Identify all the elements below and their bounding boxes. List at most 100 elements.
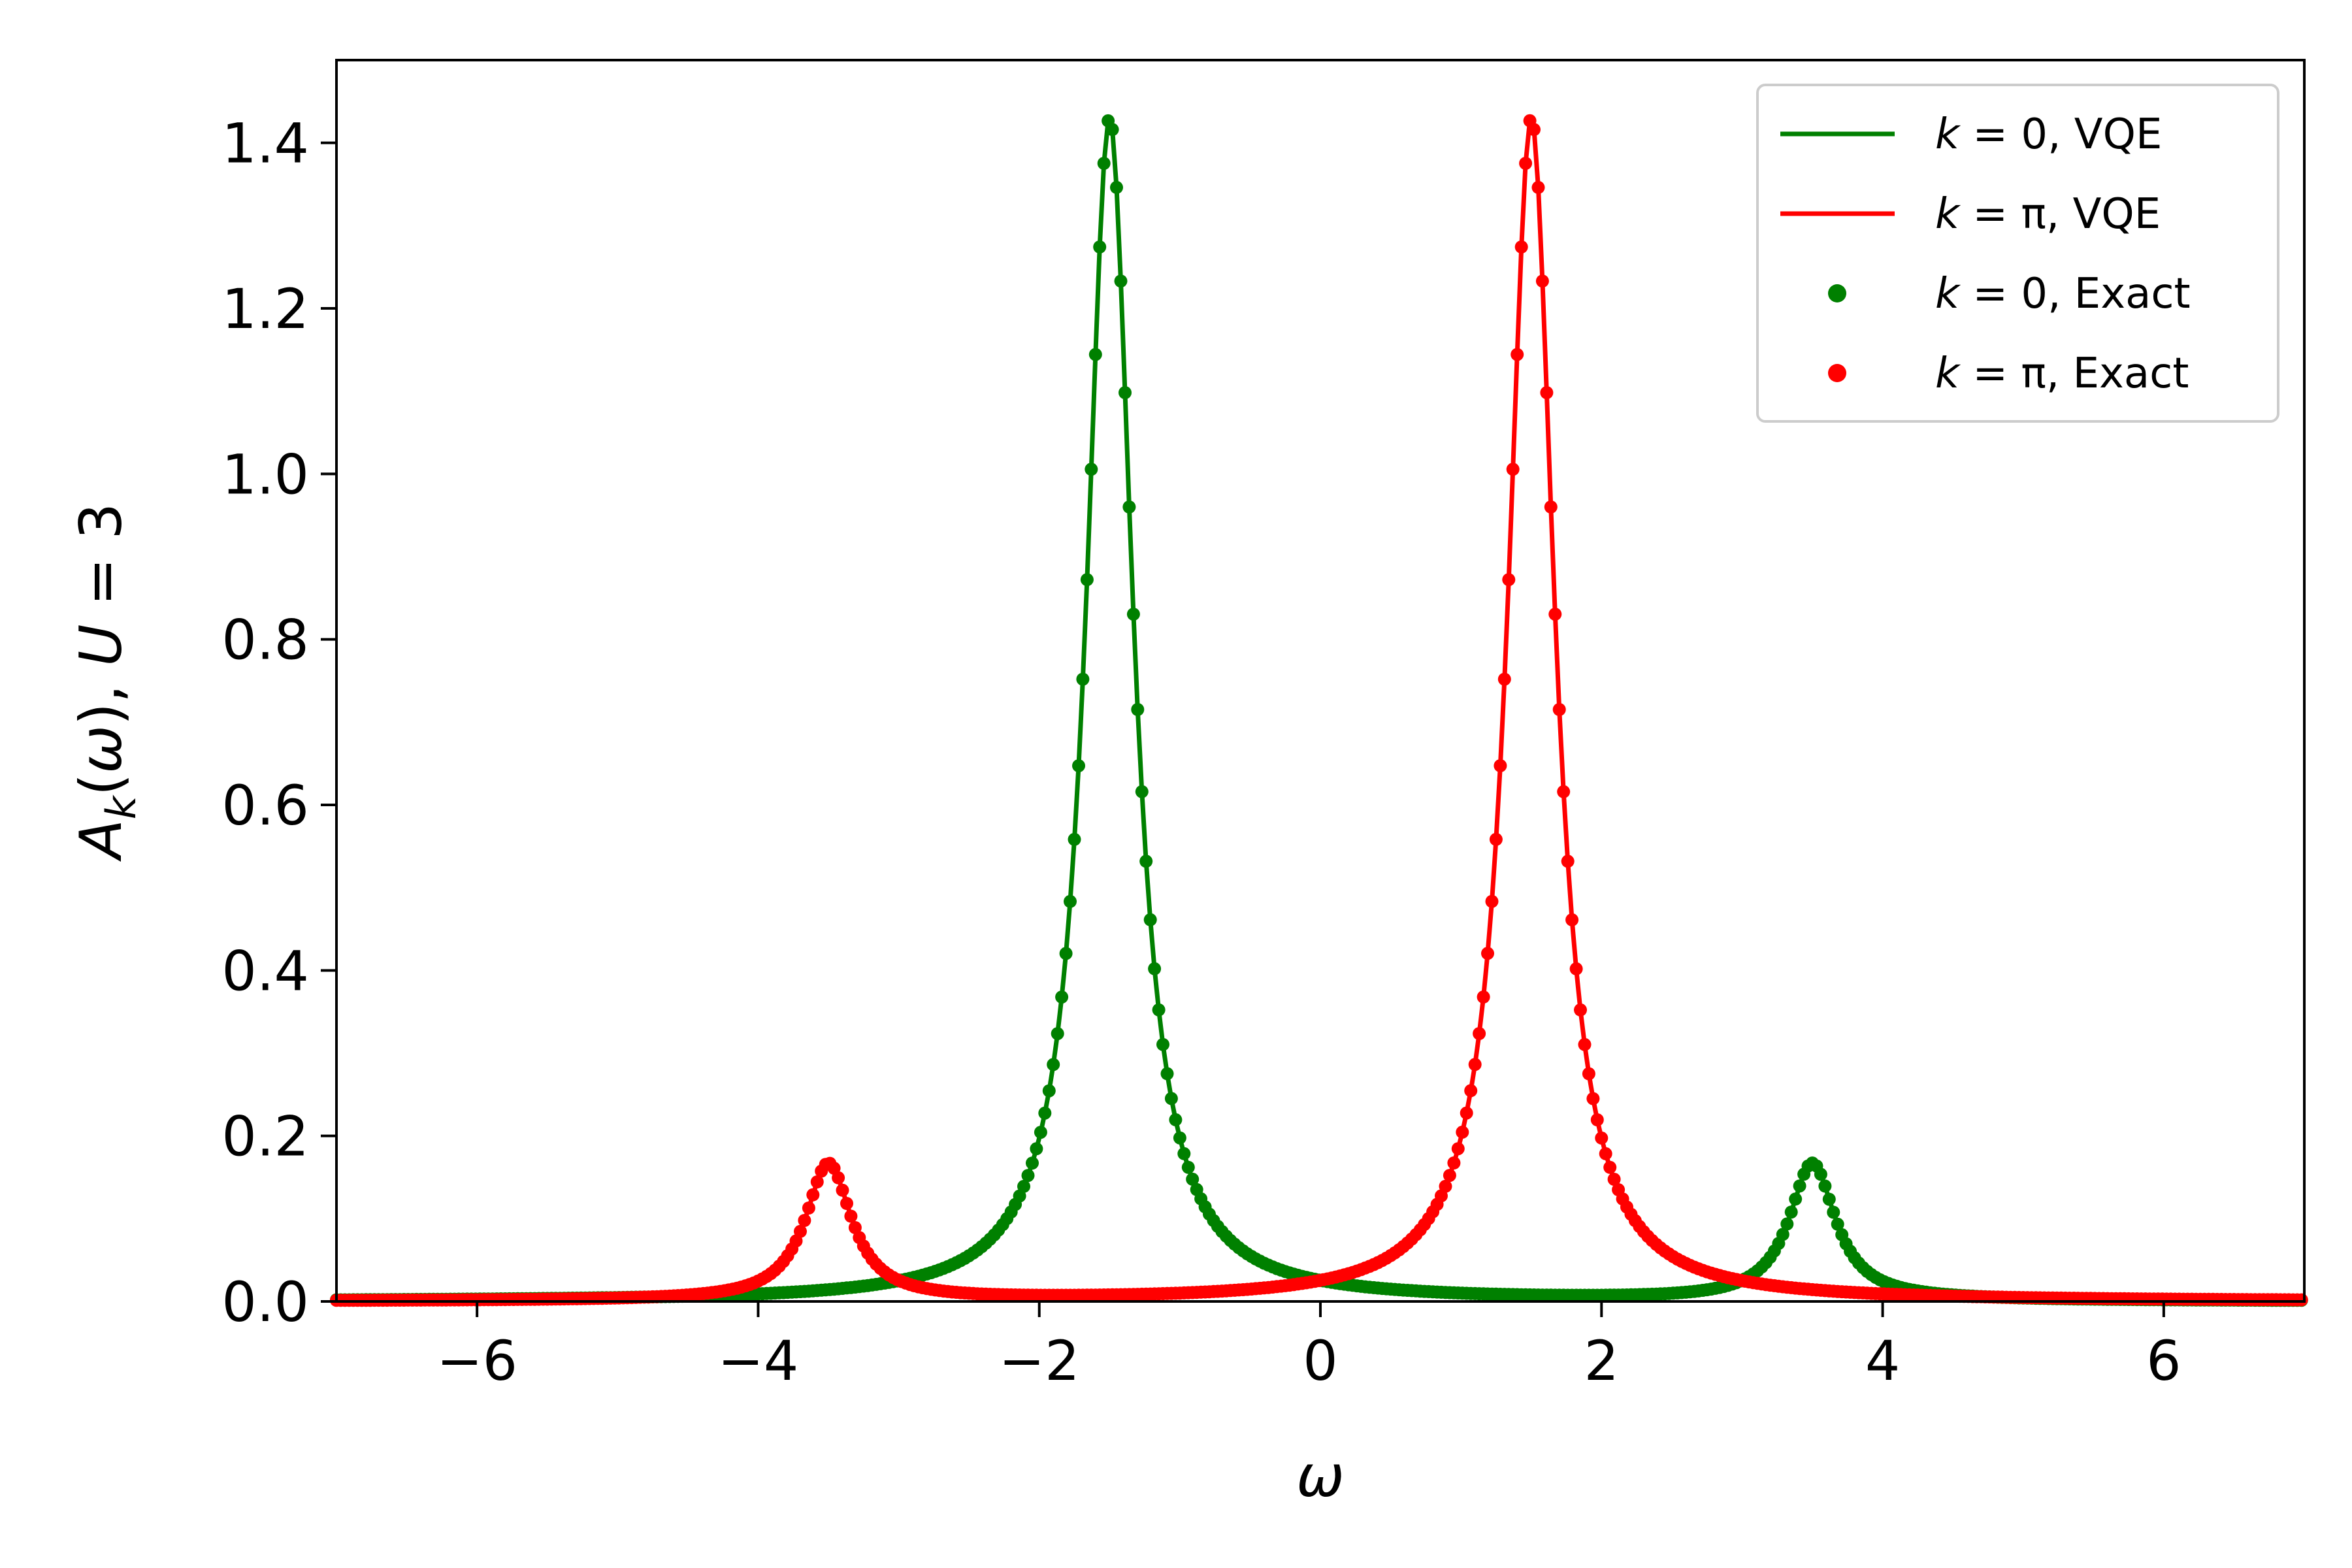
- y-tick-label: 0.6: [221, 774, 309, 838]
- x-tick-label: −4: [718, 1329, 799, 1393]
- data-point: [1030, 1142, 1043, 1156]
- data-point: [1152, 1003, 1166, 1017]
- data-point: [1088, 348, 1102, 361]
- data-point: [1814, 1168, 1827, 1181]
- data-point: [1097, 157, 1111, 170]
- y-tick-label: 0.8: [221, 608, 309, 672]
- y-axis-title-a: A: [67, 819, 135, 862]
- data-point: [1439, 1179, 1452, 1193]
- data-point: [794, 1224, 807, 1238]
- data-point: [1139, 855, 1153, 868]
- legend-marker-swatch: [1828, 284, 1846, 302]
- y-tick-label: 1.2: [221, 277, 309, 341]
- data-point: [1443, 1169, 1456, 1183]
- data-point: [1497, 672, 1511, 686]
- y-tick-label: 1.4: [221, 112, 309, 176]
- data-point: [1460, 1106, 1473, 1120]
- x-tick-label: −2: [999, 1329, 1080, 1393]
- data-point: [1034, 1126, 1047, 1139]
- x-tick-label: 2: [1584, 1329, 1619, 1393]
- data-point: [1494, 759, 1507, 772]
- data-point: [848, 1221, 862, 1234]
- y-axis-title-close: ),: [67, 666, 135, 725]
- legend-box: [1756, 84, 2279, 423]
- data-point: [1569, 962, 1583, 975]
- data-point: [1489, 832, 1503, 846]
- data-point: [1072, 759, 1085, 773]
- data-point: [1776, 1228, 1789, 1241]
- legend-entries: k = 0, VQE k = π, VQE k = 0, Exact k = π, E…: [1780, 110, 2191, 398]
- data-point: [1085, 463, 1098, 476]
- data-point: [1831, 1217, 1844, 1231]
- data-point: [1464, 1084, 1478, 1098]
- legend-label: k = 0, Exact: [1935, 270, 2191, 318]
- data-point: [1607, 1173, 1621, 1186]
- data-point: [1186, 1172, 1200, 1186]
- data-point: [1177, 1147, 1191, 1160]
- x-tick-label: −6: [436, 1329, 517, 1393]
- y-axis-title-omega: ω: [67, 725, 135, 774]
- data-point: [1093, 240, 1107, 253]
- data-point: [1148, 962, 1162, 975]
- legend-label: k = π, VQE: [1935, 190, 2161, 238]
- data-point: [1557, 785, 1571, 798]
- data-point: [1519, 157, 1533, 170]
- y-tick-label: 1.0: [221, 442, 309, 506]
- data-point: [1038, 1106, 1052, 1120]
- data-point: [1076, 672, 1090, 686]
- data-point: [802, 1201, 815, 1215]
- data-point: [1173, 1131, 1186, 1145]
- x-tick-label: 0: [1303, 1329, 1337, 1393]
- data-point: [1789, 1192, 1803, 1206]
- data-point: [1059, 947, 1073, 960]
- x-tick-label: 4: [1865, 1329, 1900, 1393]
- data-point: [840, 1197, 853, 1210]
- data-point: [1527, 123, 1541, 137]
- data-point: [832, 1171, 845, 1184]
- y-axis-title: Ak(ω), U = 3: [67, 503, 145, 862]
- legend-entry-3: k = π, Exact: [1828, 350, 2189, 398]
- data-point: [810, 1175, 824, 1188]
- data-point: [1447, 1156, 1461, 1169]
- data-point: [1514, 240, 1528, 253]
- data-point: [1485, 894, 1499, 908]
- data-point: [2295, 1293, 2308, 1307]
- x-axis-title: ω: [1296, 1443, 1345, 1510]
- data-point: [1456, 1125, 1469, 1139]
- y-tick-label: 0.4: [221, 939, 309, 1003]
- data-point: [1565, 913, 1579, 926]
- y-axis-title-u: U: [67, 624, 135, 666]
- data-point: [1468, 1058, 1482, 1071]
- data-point: [1064, 894, 1077, 908]
- legend-entry-2: k = 0, Exact: [1828, 270, 2191, 318]
- data-point: [1780, 1217, 1794, 1231]
- data-point: [1535, 274, 1549, 288]
- data-point: [1119, 386, 1132, 399]
- data-point: [1169, 1113, 1183, 1126]
- data-point: [1143, 913, 1157, 926]
- data-point: [1574, 1003, 1587, 1017]
- ticks-layer: −6 −4 −2 0 2 4 6 0.0 0.2 0.4 0.6 0.8 1.0 1.2 1.4: [221, 112, 2181, 1393]
- data-point: [1051, 1027, 1064, 1041]
- data-point: [1784, 1205, 1798, 1219]
- data-point: [798, 1214, 811, 1227]
- data-point: [1511, 348, 1524, 361]
- legend-label: k = 0, VQE: [1935, 110, 2162, 159]
- legend-entry-1: k = π, VQE: [1780, 190, 2161, 238]
- data-point: [1599, 1147, 1612, 1160]
- data-point: [1582, 1067, 1595, 1081]
- data-point: [1590, 1113, 1604, 1126]
- data-point: [1603, 1160, 1617, 1174]
- data-point: [1473, 1027, 1486, 1040]
- data-point: [1042, 1084, 1056, 1098]
- data-point: [1822, 1192, 1836, 1206]
- data-point: [1131, 703, 1145, 716]
- data-point: [806, 1188, 820, 1201]
- data-point: [1793, 1179, 1806, 1193]
- data-point: [1451, 1142, 1465, 1156]
- data-point: [1047, 1058, 1060, 1071]
- y-axis-title-k: k: [97, 794, 145, 819]
- data-point: [1827, 1205, 1840, 1219]
- data-point: [1552, 703, 1566, 716]
